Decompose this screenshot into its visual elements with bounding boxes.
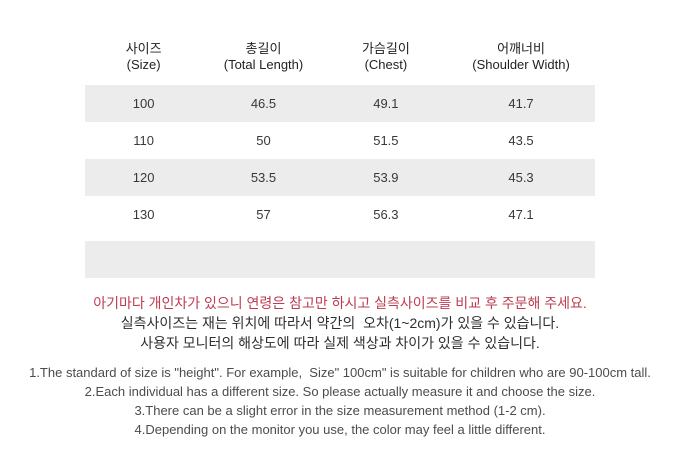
table-cell: 47.1 <box>508 207 534 222</box>
info-line-3: 3.There can be a slight error in the siz… <box>134 403 546 418</box>
table-header-row: 사이즈 (Size) 총길이 (Total Length) 가슴길이 (Ches… <box>85 40 595 73</box>
table-row-empty <box>85 241 595 278</box>
header-cell-shoulder-width: 어깨너비 (Shoulder Width) <box>447 40 595 73</box>
header-total-length-en: (Total Length) <box>223 57 304 72</box>
info-line-4: 4.Depending on the monitor you use, the … <box>134 422 546 437</box>
table-cell: 56.3 <box>373 207 399 222</box>
table-cell: 57 <box>256 207 271 222</box>
table-cell: 53.5 <box>250 170 277 185</box>
header-total-length-ko: 총길이 <box>245 41 282 56</box>
header-shoulder-width-ko: 어깨너비 <box>497 41 545 56</box>
info-line-2: 2.Each individual has a different size. … <box>84 384 596 399</box>
table-row-size-110: 110 50 51.5 43.5 <box>85 122 595 159</box>
table-cell: 43.5 <box>508 133 534 148</box>
table-cell: 53.9 <box>373 170 399 185</box>
table-cell: 45.3 <box>508 170 534 185</box>
english-notice-block: 1.The standard of size is "height". For … <box>0 363 680 439</box>
notice-line-measure-error: 실측사이즈는 재는 위치에 따라서 약간의 오차(1~2cm)가 있을 수 있습… <box>120 315 560 331</box>
size-table: 사이즈 (Size) 총길이 (Total Length) 가슴길이 (Ches… <box>85 40 595 278</box>
notice-highlight: 아기마다 개인차가 있으니 연령은 참고만 하시고 실측사이즈를 비교 후 주문… <box>93 295 587 311</box>
header-shoulder-width-en: (Shoulder Width) <box>472 57 570 72</box>
korean-notice-block: 아기마다 개인차가 있으니 연령은 참고만 하시고 실측사이즈를 비교 후 주문… <box>0 293 680 353</box>
header-chest-en: (Chest) <box>364 57 408 72</box>
table-cell: 110 <box>133 133 155 148</box>
table-cell: 120 <box>132 170 155 185</box>
header-cell-chest: 가슴길이 (Chest) <box>325 40 447 73</box>
header-chest-ko: 가슴길이 <box>361 41 410 56</box>
header-cell-total-length: 총길이 (Total Length) <box>202 40 324 73</box>
notice-line-monitor-color: 사용자 모니터의 해상도에 따라 실제 색상과 차이가 있을 수 있습니다. <box>140 335 540 351</box>
header-cell-size: 사이즈 (Size) <box>85 40 202 73</box>
info-line-1: 1.The standard of size is "height". For … <box>29 365 651 380</box>
header-size-ko: 사이즈 <box>125 41 162 56</box>
table-cell: 100 <box>132 96 155 111</box>
table-cell: 50 <box>256 133 271 148</box>
table-cell: 46.5 <box>250 96 277 111</box>
table-cell: 49.1 <box>373 96 399 111</box>
table-cell: 51.5 <box>373 133 399 148</box>
table-row-size-120: 120 53.5 53.9 45.3 <box>85 159 595 196</box>
table-cell: 41.7 <box>508 96 534 111</box>
table-row-size-130: 130 57 56.3 47.1 <box>85 196 595 233</box>
table-row-size-100: 100 46.5 49.1 41.7 <box>85 85 595 122</box>
table-cell: 130 <box>132 207 155 222</box>
header-size-en: (Size) <box>126 57 161 72</box>
